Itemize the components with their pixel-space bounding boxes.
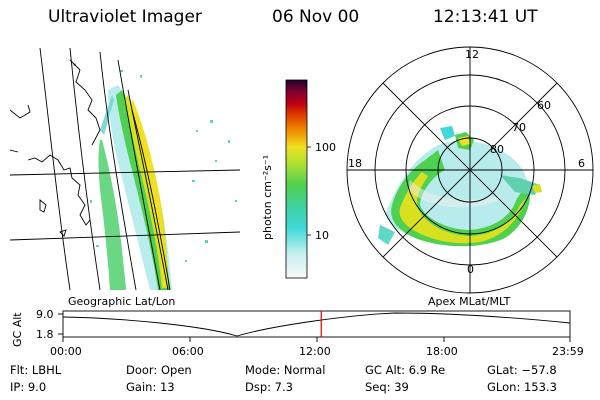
timeline-ytick-top: 9.0 <box>36 308 54 321</box>
polar-image <box>378 126 542 247</box>
colorbar <box>285 79 308 279</box>
date-label: 06 Nov 00 <box>272 7 360 27</box>
mlt-label-18: 18 <box>348 157 362 170</box>
status-dsp: Dsp: 7.3 <box>245 380 293 394</box>
time-label: 12:13:41 UT <box>433 7 538 27</box>
mlat-label-60: 60 <box>537 99 551 112</box>
timeline-xtick-2: 12:00 <box>299 345 331 358</box>
status-door: Door: Open <box>126 363 192 377</box>
geographic-label: Geographic Lat/Lon <box>68 295 176 308</box>
timeline-frame <box>62 310 571 338</box>
status-ip: IP: 9.0 <box>10 380 47 394</box>
timeline-xtick-3: 18:00 <box>426 345 458 358</box>
timeline-ytick-bottom: 1.8 <box>36 328 54 341</box>
mlt-label-6: 6 <box>578 157 585 170</box>
timeline-xtick-0: 00:00 <box>50 345 82 358</box>
status-filter: Flt: LBHL <box>10 363 62 377</box>
mlat-label-80: 80 <box>490 143 504 156</box>
mlat-label-70: 70 <box>512 121 526 134</box>
colorbar-tick-10: 10 <box>315 229 329 242</box>
status-gain: Gain: 13 <box>126 380 175 394</box>
polar-grid <box>346 46 594 294</box>
timeline-y-label: GC Alt <box>11 312 24 347</box>
altitude-curve <box>62 312 571 337</box>
status-gc-alt: GC Alt: 6.9 Re <box>365 363 446 377</box>
status-glon: GLon: 153.3 <box>487 380 557 394</box>
colorbar-tick-100: 100 <box>315 141 336 154</box>
mlt-label-0: 0 <box>467 263 474 276</box>
mlt-label-12: 12 <box>465 48 479 61</box>
geographic-map <box>10 47 241 290</box>
status-mode: Mode: Normal <box>245 363 326 377</box>
colorbar-unit-label: photon cm⁻²s⁻¹ <box>261 154 274 240</box>
status-glat: GLat: −57.8 <box>487 363 557 377</box>
instrument-title: Ultraviolet Imager <box>48 7 202 27</box>
status-seq: Seq: 39 <box>365 380 409 394</box>
timeline-xtick-1: 06:00 <box>172 345 204 358</box>
timeline-xtick-4: 23:59 <box>552 345 584 358</box>
apex-label: Apex MLat/MLT <box>428 295 511 308</box>
